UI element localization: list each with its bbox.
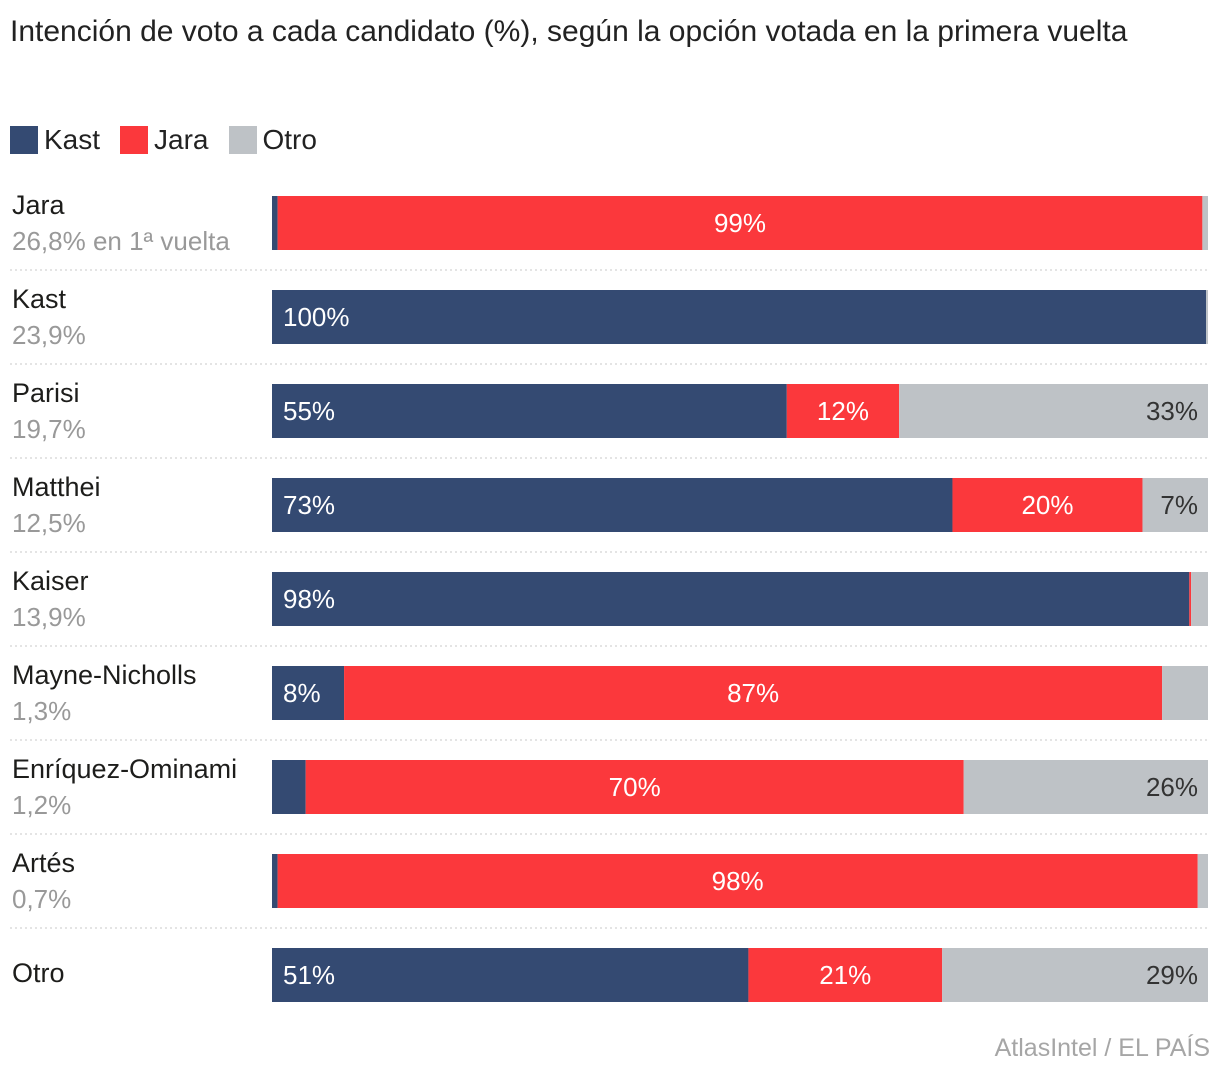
bar-value-label-otro-kast: 51% xyxy=(283,960,335,990)
bar-segment-mayne-nicholls-jara xyxy=(344,666,1163,720)
bar-value-label-enriquez-ominami-otro: 26% xyxy=(1146,772,1198,802)
bar-value-label-matthei-kast: 73% xyxy=(283,490,335,520)
source-credit: AtlasIntel / EL PAÍS xyxy=(994,1034,1210,1062)
row-label-matthei: Matthei xyxy=(12,472,101,502)
bar-value-label-kast-kast: 100% xyxy=(283,302,350,332)
bar-value-label-jara-jara: 99% xyxy=(714,208,766,238)
bar-row-artes: Artés 0,7% 98% xyxy=(10,848,1210,929)
bar-value-label-parisi-otro: 33% xyxy=(1146,396,1198,426)
bar-segment-kast-otro xyxy=(1206,290,1208,344)
bar-value-label-otro-jara: 21% xyxy=(819,960,871,990)
bar-value-label-artes-jara: 98% xyxy=(712,866,764,896)
bar-segment-jara-jara xyxy=(277,196,1203,250)
row-label-enriquez-ominami: Enríquez-Ominami xyxy=(12,754,237,784)
bar-segment-parisi-otro xyxy=(899,384,1208,438)
bar-segment-parisi-kast xyxy=(272,384,787,438)
bar-segment-artes-kast xyxy=(272,854,278,908)
bar-value-label-enriquez-ominami-jara: 70% xyxy=(609,772,661,802)
legend-item-jara: Jara xyxy=(120,124,209,156)
row-label-kast: Kast xyxy=(12,284,67,314)
bar-row-mayne-nicholls: Mayne-Nicholls 1,3% 8% 87% xyxy=(10,660,1210,741)
row-sublabel-artes: 0,7% xyxy=(12,884,71,914)
bar-row-enriquez-ominami: Enríquez-Ominami 1,2% 70% 26% xyxy=(10,754,1210,835)
bar-row-parisi: Parisi 19,7% 55% 12% 33% xyxy=(10,378,1210,459)
legend-item-kast: Kast xyxy=(10,124,100,156)
row-sublabel-enriquez-ominami: 1,2% xyxy=(12,790,71,820)
bar-value-label-matthei-jara: 20% xyxy=(1021,490,1073,520)
row-label-parisi: Parisi xyxy=(12,378,80,408)
bar-segment-kast-kast xyxy=(272,290,1207,344)
bar-segment-artes-otro xyxy=(1197,854,1208,908)
row-sublabel-mayne-nicholls: 1,3% xyxy=(12,696,71,726)
bar-row-kaiser: Kaiser 13,9% 98% xyxy=(10,566,1210,647)
bar-chart: Jara 26,8% en 1ª vuelta 99% Kast 23,9% 100% Pa… xyxy=(10,190,1210,1002)
bar-row-kast: Kast 23,9% 100% xyxy=(10,284,1210,365)
chart-title: Intención de voto a cada candidato (%), … xyxy=(10,15,1128,48)
row-label-otro: Otro xyxy=(12,958,65,988)
legend-label-kast: Kast xyxy=(44,124,101,155)
bar-segment-kaiser-otro xyxy=(1191,572,1208,626)
bar-row-otro: Otro 51% 21% 29% xyxy=(12,948,1208,1002)
bar-segment-otro-otro xyxy=(942,948,1208,1002)
row-label-artes: Artés xyxy=(12,848,75,878)
row-sublabel-kast: 23,9% xyxy=(12,320,86,350)
bar-value-label-kaiser-kast: 98% xyxy=(283,584,335,614)
legend-item-otro: Otro xyxy=(228,124,317,156)
row-sublabel-matthei: 12,5% xyxy=(12,508,86,538)
bar-value-label-matthei-otro: 7% xyxy=(1160,490,1198,520)
bar-value-label-parisi-kast: 55% xyxy=(283,396,335,426)
bar-segment-otro-kast xyxy=(272,948,749,1002)
bar-value-label-otro-otro: 29% xyxy=(1146,960,1198,990)
bar-segment-kaiser-kast xyxy=(272,572,1190,626)
bar-segment-mayne-nicholls-kast xyxy=(272,666,345,720)
bar-row-matthei: Matthei 12,5% 73% 20% 7% xyxy=(10,472,1210,553)
row-label-kaiser: Kaiser xyxy=(12,566,89,596)
bar-segment-enriquez-ominami-jara xyxy=(305,760,964,814)
legend-swatch-kast xyxy=(10,126,38,154)
row-sublabel-kaiser: 13,9% xyxy=(12,602,86,632)
row-sublabel-parisi: 19,7% xyxy=(12,414,86,444)
bar-segment-mayne-nicholls-otro xyxy=(1162,666,1208,720)
legend-label-jara: Jara xyxy=(154,124,209,155)
bar-segment-artes-jara xyxy=(277,854,1198,908)
legend-swatch-jara xyxy=(120,126,149,154)
bar-segment-jara-otro xyxy=(1202,196,1208,250)
row-sublabel-jara: 26,8% en 1ª vuelta xyxy=(12,226,230,256)
legend-label-otro: Otro xyxy=(262,124,317,155)
bar-segment-matthei-jara xyxy=(952,478,1143,532)
bar-segment-enriquez-ominami-otro xyxy=(963,760,1208,814)
bar-value-label-mayne-nicholls-kast: 8% xyxy=(283,678,321,708)
bar-segment-matthei-kast xyxy=(272,478,953,532)
legend: Kast Jara Otro xyxy=(10,124,337,156)
bar-row-jara: Jara 26,8% en 1ª vuelta 99% xyxy=(10,190,1210,271)
bar-segment-matthei-otro xyxy=(1142,478,1208,532)
bar-value-label-mayne-nicholls-jara: 87% xyxy=(727,678,779,708)
bar-value-label-parisi-jara: 12% xyxy=(817,396,869,426)
row-label-jara: Jara xyxy=(12,190,66,220)
bar-segment-kaiser-jara xyxy=(1189,572,1192,626)
bar-segment-otro-jara xyxy=(748,948,943,1002)
bar-segment-parisi-jara xyxy=(786,384,900,438)
row-label-mayne-nicholls: Mayne-Nicholls xyxy=(12,660,197,690)
bar-segment-enriquez-ominami-kast xyxy=(272,760,306,814)
legend-swatch-otro xyxy=(228,126,257,154)
bar-segment-jara-kast xyxy=(272,196,278,250)
